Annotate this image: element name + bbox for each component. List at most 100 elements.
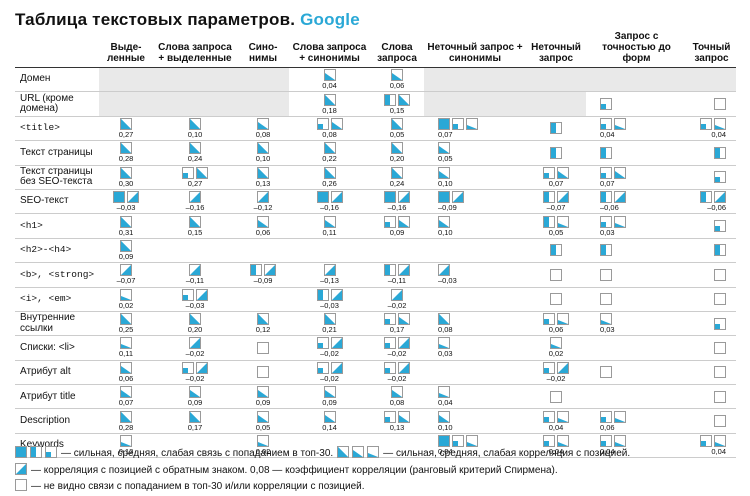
correlation-value: 0,13 — [255, 178, 271, 188]
correlation-value: –0,02 — [185, 373, 205, 383]
table-cell — [586, 140, 687, 166]
table-cell: 0,06 — [237, 213, 289, 239]
table-cell: 0,30 — [99, 165, 153, 190]
table-cell — [687, 140, 736, 166]
strong-triangle-icon — [189, 117, 201, 130]
strong-triangle-icon — [189, 313, 201, 326]
legend-text-1a: — сильная, средняя, слабая связь с попад… — [61, 448, 334, 459]
strong-triangle-icon — [189, 142, 201, 155]
strong-triangle-icon — [438, 313, 450, 326]
strong-triangle-icon — [189, 410, 201, 423]
weak-bar-icon — [700, 435, 712, 448]
row-label: <title> — [15, 116, 99, 142]
strong-triangle-icon — [257, 166, 269, 179]
negative-triangle-icon — [557, 361, 569, 374]
row-label: Текст страницы — [15, 140, 99, 166]
table-cell: 0,10 — [153, 116, 237, 142]
correlation-value: 0,06 — [548, 325, 564, 335]
correlation-value: 0,17 — [187, 422, 203, 432]
strong-triangle-icon — [391, 117, 403, 130]
correlation-value: 0,28 — [118, 422, 134, 432]
table-cell: 0,14 — [289, 408, 370, 434]
medium-bar-icon — [384, 264, 396, 277]
table-cell: 0,06 — [526, 311, 586, 337]
correlation-value: 0,10 — [255, 154, 271, 164]
strong-triangle-icon — [391, 166, 403, 179]
weak-bar-icon — [384, 410, 396, 423]
medium-triangle-icon — [120, 386, 132, 399]
strong-triangle-icon — [120, 313, 132, 326]
weak-triangle-icon — [714, 435, 726, 448]
table-cell — [370, 238, 424, 264]
weak-bar-icon — [182, 166, 194, 179]
strong-triangle-icon — [323, 166, 336, 179]
table-cell: 0,07 — [424, 116, 526, 142]
negative-triangle-icon — [438, 264, 450, 277]
empty-square-icon — [714, 366, 726, 379]
table-cell: 0,07 — [586, 165, 687, 190]
weak-bar-icon — [600, 98, 612, 111]
column-header: Неточный запрос + синонимы — [424, 31, 526, 68]
table-cell: 0,22 — [289, 140, 370, 166]
medium-bar-icon — [600, 191, 612, 204]
table-cell: –0,16 — [370, 189, 424, 215]
legend-line-1: — сильная, средняя, слабая связь с попад… — [15, 446, 630, 462]
correlation-value: –0,03 — [438, 276, 457, 286]
weak-triangle-icon — [466, 435, 478, 448]
correlation-value: 0,26 — [322, 178, 337, 188]
negative-triangle-icon — [452, 191, 464, 204]
correlation-value: 0,08 — [255, 129, 271, 139]
correlation-value: 0,04 — [600, 447, 615, 457]
correlation-value: 0,06 — [255, 227, 271, 237]
table-cell: 0,09 — [237, 384, 289, 410]
correlation-value: 0,04 — [322, 81, 337, 91]
negative-triangle-icon — [15, 463, 28, 479]
table-cell: 0,24 — [153, 140, 237, 166]
strong-triangle-icon — [120, 239, 132, 252]
table-cell: 0,02 — [526, 335, 586, 361]
correlation-value: 0,31 — [118, 227, 134, 237]
table-cell: –0,03 — [424, 262, 526, 288]
correlation-value: 0,03 — [438, 349, 453, 359]
correlation-value: 0,02 — [255, 447, 271, 457]
table-cell: –0,02 — [370, 287, 424, 312]
medium-triangle-icon — [398, 410, 410, 423]
table-cell: 0,24 — [370, 165, 424, 190]
empty-square-icon — [714, 293, 726, 306]
correlation-value: 0,17 — [389, 325, 405, 335]
table-cell — [586, 262, 687, 288]
negative-triangle-icon — [614, 191, 626, 204]
medium-triangle-icon — [189, 386, 201, 399]
correlation-value: –0,11 — [185, 276, 205, 286]
correlation-value: 0,09 — [118, 251, 134, 261]
correlation-value: 0,04 — [711, 129, 726, 139]
empty-square-icon — [257, 341, 269, 354]
column-header: Слова запроса + синонимы — [289, 31, 370, 68]
medium-triangle-icon — [257, 386, 269, 399]
table-cell: –0,02 — [153, 335, 237, 361]
table-cell: 0,25 — [99, 311, 153, 337]
correlation-value: –0,16 — [185, 203, 205, 213]
weak-bar-icon — [182, 361, 194, 374]
table-cell — [237, 91, 289, 117]
correlation-value: 0,28 — [118, 154, 134, 164]
medium-triangle-icon — [257, 410, 269, 423]
correlation-value: –0,03 — [116, 203, 136, 213]
strong-bar-icon — [384, 191, 396, 204]
table-cell: –0,13 — [289, 262, 370, 288]
table-cell: –0,02 — [153, 360, 237, 386]
table-cell: 0,08 — [424, 311, 526, 337]
table-row: Атрибут title 0,07 0,09 0,09 0,09 0,08 0,04 — [15, 384, 736, 410]
empty-square-icon — [714, 390, 726, 403]
table-cell — [526, 287, 586, 312]
table-cell: 0,20 — [370, 140, 424, 166]
table-cell: 0,03 — [586, 311, 687, 337]
table-cell — [687, 213, 736, 239]
medium-triangle-icon — [391, 69, 403, 82]
weak-bar-icon — [714, 220, 726, 233]
table-cell: 0,04 — [687, 116, 736, 142]
correlation-value: 0,27 — [118, 129, 134, 139]
table-cell — [687, 384, 736, 410]
correlation-value: 0,07 — [548, 178, 564, 188]
correlation-value: 0,05 — [438, 154, 453, 164]
